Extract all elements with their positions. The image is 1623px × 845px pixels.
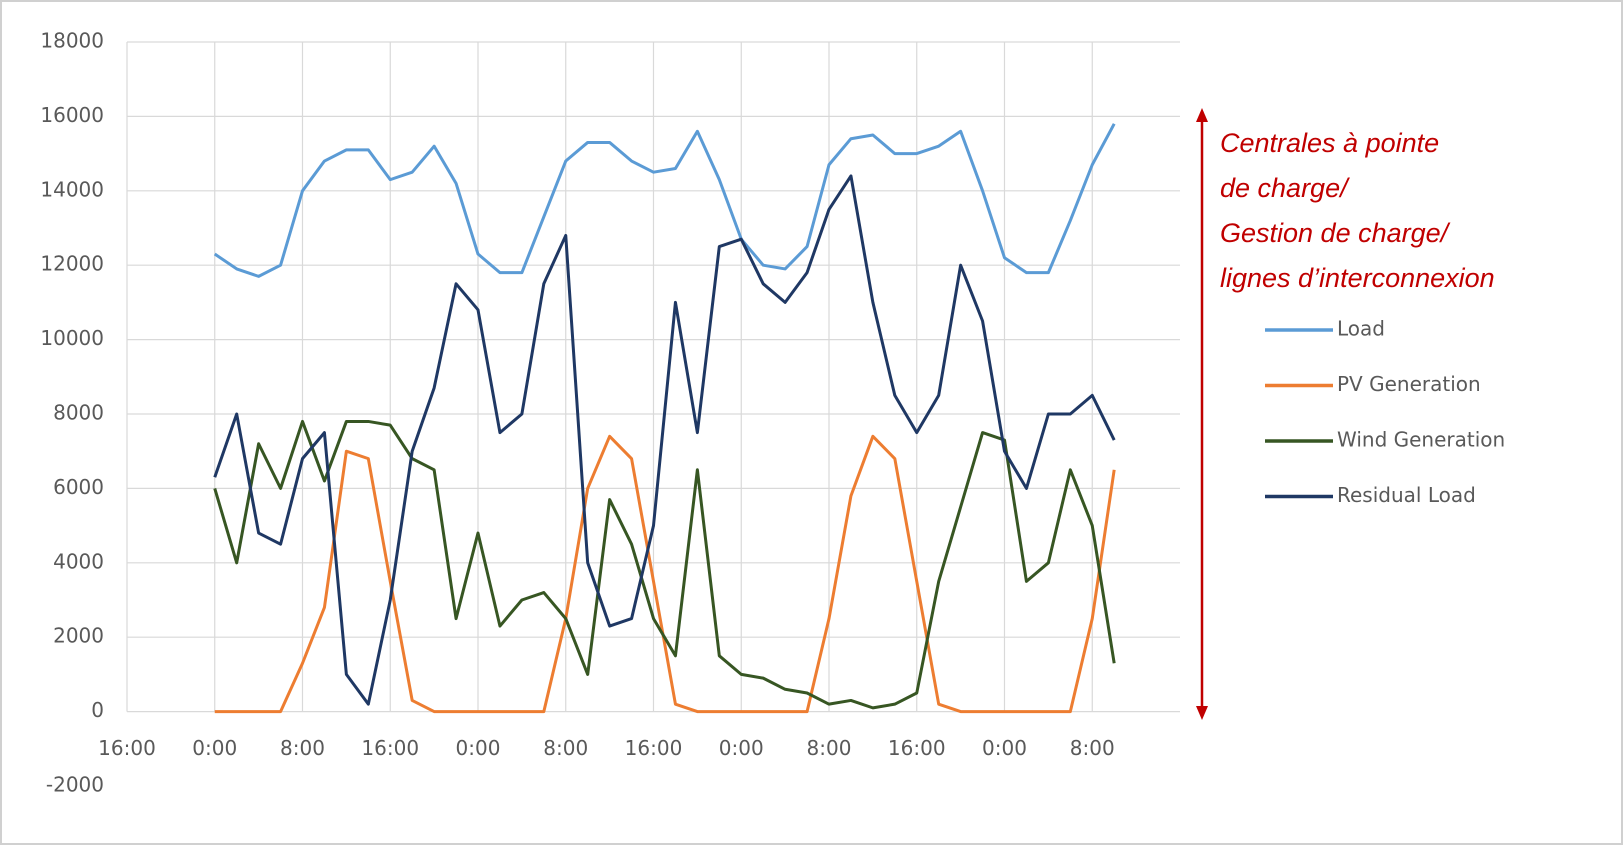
x-tick-label: 8:00 [807, 736, 852, 760]
x-tick-label: 0:00 [719, 736, 764, 760]
x-tick-label: 16:00 [98, 736, 156, 760]
x-tick-label: 8:00 [1070, 736, 1115, 760]
y-tick-label: 8000 [53, 401, 104, 425]
legend-label: Load [1337, 317, 1385, 341]
arrow-head [1196, 108, 1208, 122]
y-tick-label: 18000 [40, 29, 104, 53]
x-tick-label: 16:00 [625, 736, 683, 760]
y-tick-label: 16000 [40, 103, 104, 127]
legend-label: Wind Generation [1337, 428, 1505, 452]
y-tick-label: 2000 [53, 624, 104, 648]
series-line [213, 174, 1116, 706]
x-tick-label: 16:00 [361, 736, 419, 760]
y-tick-label: 0 [91, 698, 104, 722]
y-tick-label: 12000 [40, 252, 104, 276]
x-tick-label: 16:00 [888, 736, 946, 760]
y-tick-label: 14000 [40, 177, 104, 201]
legend-label: PV Generation [1337, 372, 1481, 396]
annotation: Centrales à pointe [1220, 128, 1439, 158]
series-line [213, 419, 1116, 710]
y-tick-label: 10000 [40, 326, 104, 350]
y-tick-label: -2000 [46, 773, 104, 797]
y-tick-label: 6000 [53, 475, 104, 499]
annotation: Gestion de charge/ [1220, 218, 1451, 248]
x-tick-label: 0:00 [456, 736, 501, 760]
y-tick-label: 4000 [53, 549, 104, 573]
series-line [214, 434, 1116, 714]
series-line [213, 123, 1116, 278]
x-tick-label: 0:00 [192, 736, 237, 760]
arrow-head [1196, 706, 1208, 720]
x-tick-label: 0:00 [982, 736, 1027, 760]
annotation: lignes d’interconnexion [1220, 263, 1495, 293]
annotation: de charge/ [1220, 173, 1350, 203]
legend-label: Residual Load [1337, 483, 1476, 507]
x-tick-label: 8:00 [543, 736, 588, 760]
x-tick-label: 8:00 [280, 736, 325, 760]
